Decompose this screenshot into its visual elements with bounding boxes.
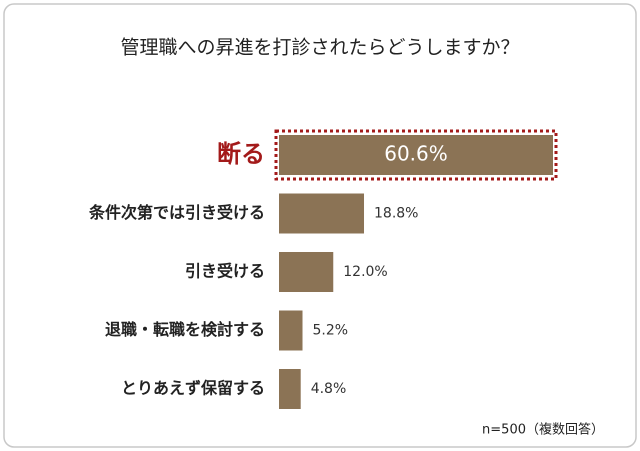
bar — [279, 310, 303, 351]
category-label: 条件次第では引き受ける — [88, 203, 265, 222]
value-label: 12.0% — [343, 264, 387, 280]
category-label: 退職・転職を検討する — [105, 320, 265, 339]
category-label: 引き受ける — [185, 262, 265, 281]
chart-title: 管理職への昇進を打診されたらどうしますか？ — [120, 37, 519, 59]
value-label: 60.6% — [384, 142, 448, 166]
bar — [279, 193, 365, 234]
value-label: 4.8% — [311, 381, 347, 397]
bar — [279, 135, 553, 175]
highlight-border — [274, 129, 558, 181]
category-label: 断る — [217, 140, 265, 168]
bar — [279, 252, 334, 292]
category-label: とりあえず保留する — [121, 379, 265, 398]
note: n=500（複数回答） — [482, 422, 604, 438]
value-label: 18.8% — [374, 206, 418, 222]
value-label: 5.2% — [313, 323, 349, 339]
bar — [279, 369, 301, 409]
